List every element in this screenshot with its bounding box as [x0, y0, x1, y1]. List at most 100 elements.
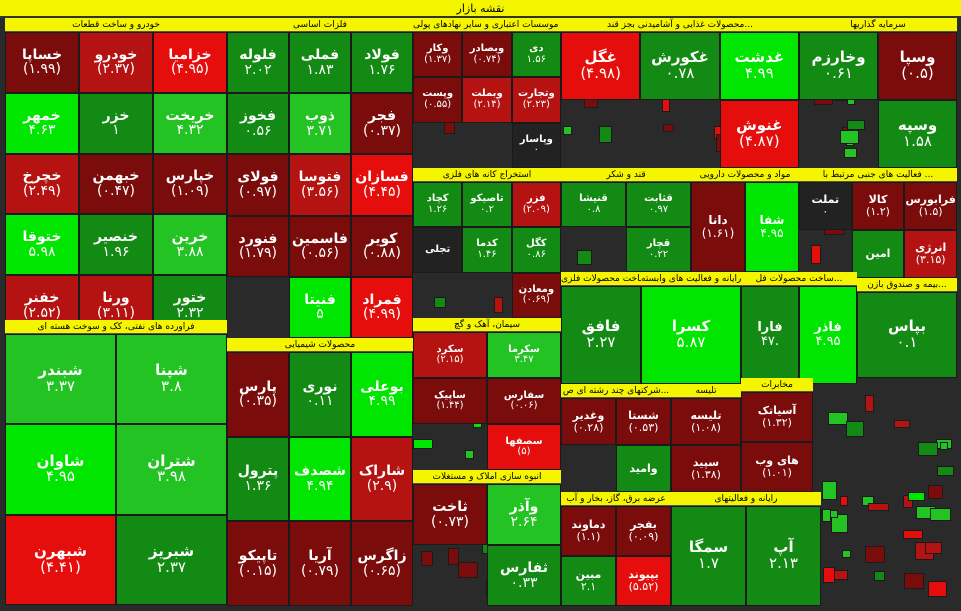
- stock-tile[interactable]: خمهر ۴.۶۳: [5, 92, 79, 154]
- sector-header[interactable]: قند و شکر: [561, 168, 691, 182]
- minor-tile[interactable]: [928, 581, 947, 597]
- minor-tile[interactable]: [831, 514, 848, 533]
- stock-tile[interactable]: مبین ۲.۱: [561, 556, 616, 606]
- stock-tile[interactable]: شستا (۰.۵۳): [616, 398, 671, 445]
- minor-tile[interactable]: [865, 546, 885, 563]
- stock-tile[interactable]: آپ ۲.۱۳: [746, 506, 821, 606]
- stock-tile[interactable]: سکرد (۲.۱۵): [413, 332, 487, 378]
- stock-tile[interactable]: وبصادر (۰.۷۴): [462, 32, 512, 78]
- stock-tile[interactable]: شبهرن (۴.۴۱): [5, 514, 116, 605]
- minor-tile[interactable]: [840, 496, 848, 506]
- minor-tile[interactable]: [421, 551, 433, 566]
- minor-tile[interactable]: [894, 420, 910, 428]
- sector-header[interactable]: مواد و محصولات دارویی: [691, 168, 799, 182]
- stock-tile[interactable]: خریخت ۴.۳۲: [153, 92, 227, 154]
- stock-tile[interactable]: وپاسار ۰: [511, 122, 561, 168]
- stock-tile[interactable]: خساپا (۱.۹۹): [5, 32, 79, 93]
- stock-tile[interactable]: آسیاتک (۱.۳۲): [741, 392, 813, 442]
- minor-tile[interactable]: [828, 412, 848, 425]
- stock-tile[interactable]: وخارزم ۰.۶۱: [799, 32, 878, 100]
- stock-tile[interactable]: کسرا ۵.۸۷: [641, 286, 741, 384]
- stock-tile[interactable]: سکرما ۳.۴۷: [487, 332, 561, 378]
- minor-tile[interactable]: [577, 250, 592, 265]
- minor-tile[interactable]: [822, 509, 831, 522]
- stock-tile[interactable]: شصدف ۴.۹۴: [289, 436, 351, 522]
- stock-tile[interactable]: کالا (۱.۲): [851, 182, 905, 230]
- stock-tile[interactable]: انرژی (۳.۱۵): [904, 230, 957, 278]
- sector-header[interactable]: فعالیت های جنبی مرتبط با ...: [799, 168, 957, 182]
- stock-tile[interactable]: وپست (۰.۵۵): [413, 77, 463, 123]
- stock-tile[interactable]: کویر (۰.۸۸): [351, 215, 413, 277]
- sector-header[interactable]: بانک ها، موسسات اعتباری و سایر نهادهای پ…: [413, 18, 561, 32]
- sector-header[interactable]: تلیسه: [671, 384, 741, 398]
- stock-tile[interactable]: خودرو (۲.۳۷): [79, 32, 153, 93]
- stock-tile[interactable]: بوعلی ۴.۹۹: [351, 352, 413, 437]
- sector-header[interactable]: بیمه و صندوق بازن...: [857, 278, 957, 292]
- stock-tile[interactable]: آریا (۰.۷۹): [289, 521, 351, 606]
- stock-tile[interactable]: فارا ۴۷.: [741, 286, 799, 384]
- stock-tile[interactable]: شاراک (۲.۹): [351, 436, 413, 522]
- stock-tile[interactable]: خچرخ (۲.۴۹): [5, 153, 79, 215]
- stock-tile[interactable]: فافق ۲.۲۷: [561, 286, 641, 384]
- minor-tile[interactable]: [940, 442, 948, 450]
- sector-header[interactable]: ساخت محصولات فل...: [741, 272, 857, 286]
- stock-tile[interactable]: غگل (۴.۹۸): [561, 32, 641, 100]
- stock-tile[interactable]: نوری ۰.۱۱: [289, 352, 351, 437]
- sector-header[interactable]: رایانه و فعالیتهای: [671, 492, 821, 506]
- stock-tile[interactable]: تاصیکو ۰.۲: [462, 182, 512, 228]
- stock-tile[interactable]: دانا (۱.۶۱): [691, 182, 745, 272]
- stock-tile[interactable]: سپید (۱.۳۸): [671, 445, 741, 492]
- sector-header[interactable]: مخابرات: [741, 378, 813, 392]
- sector-header[interactable]: استخراج کانه های فلزی: [413, 168, 561, 182]
- minor-tile[interactable]: [823, 567, 835, 583]
- minor-tile[interactable]: [599, 126, 612, 143]
- stock-tile[interactable]: غکورش ۰.۷۸: [640, 32, 720, 100]
- stock-tile[interactable]: بپاس ۰.۱: [857, 292, 957, 378]
- stock-tile[interactable]: ساپیک (۱.۴۴): [413, 378, 487, 424]
- stock-tile[interactable]: وتجارت (۲.۲۳): [511, 77, 561, 123]
- stock-tile[interactable]: خزامیا (۴.۹۵): [153, 32, 227, 93]
- stock-tile[interactable]: شفا ۴.۹۵: [745, 182, 799, 272]
- minor-tile[interactable]: [458, 562, 478, 578]
- sector-header[interactable]: فلزات اساسی: [227, 18, 413, 32]
- sector-header[interactable]: سرمایه گذاریها: [799, 18, 957, 32]
- stock-tile[interactable]: قنیشا ۰.۸: [561, 182, 626, 227]
- stock-tile[interactable]: فسازان (۴.۴۵): [351, 154, 413, 216]
- stock-tile[interactable]: غدشت ۴.۹۹: [719, 32, 799, 100]
- stock-tile[interactable]: شبندر ۳.۳۷: [5, 334, 116, 425]
- stock-tile[interactable]: فمراد (۴.۹۹): [351, 276, 413, 338]
- stock-tile[interactable]: فرابورس (۱.۵): [904, 182, 957, 230]
- stock-tile[interactable]: امین: [851, 230, 905, 278]
- minor-tile[interactable]: [847, 120, 865, 130]
- stock-tile[interactable]: خنصیر ۱.۹۶: [79, 214, 153, 276]
- stock-tile[interactable]: شبریز ۲.۳۷: [116, 514, 227, 605]
- stock-tile[interactable]: کدما ۱.۴۶: [462, 227, 512, 273]
- stock-tile[interactable]: شپنا ۳.۸: [116, 334, 227, 425]
- minor-tile[interactable]: [563, 126, 572, 135]
- sector-header[interactable]: ساخت محصولات فلزی: [561, 272, 641, 286]
- minor-tile[interactable]: [434, 297, 446, 308]
- stock-tile[interactable]: فولاد ۱.۷۶: [351, 32, 413, 94]
- sector-header[interactable]: عرضه برق، گاز، بخار و آب: [561, 492, 671, 506]
- minor-tile[interactable]: [918, 442, 938, 456]
- stock-tile[interactable]: تاپیکو (۰.۱۵): [227, 521, 289, 606]
- stock-tile[interactable]: تجلی: [413, 227, 463, 273]
- stock-tile[interactable]: فزر (۲.۰۹): [511, 182, 561, 228]
- stock-tile[interactable]: فاسمین (۰.۵۶): [289, 215, 351, 277]
- minor-tile[interactable]: [448, 548, 459, 565]
- stock-tile[interactable]: شاوان ۴.۹۵: [5, 424, 116, 515]
- stock-tile[interactable]: بفجر (۰.۰۹): [616, 506, 671, 556]
- sector-header[interactable]: محصولات غذایی و آشامیدنی بجز قند...: [561, 18, 799, 32]
- minor-tile[interactable]: [925, 542, 942, 554]
- stock-tile[interactable]: فتوسا (۳.۵۶): [289, 154, 351, 216]
- stock-tile[interactable]: پترول ۱.۳۶: [227, 436, 289, 522]
- sector-header[interactable]: خودرو و ساخت قطعات: [5, 18, 227, 32]
- minor-tile[interactable]: [937, 466, 954, 476]
- minor-tile[interactable]: [928, 485, 943, 499]
- minor-tile[interactable]: [930, 508, 951, 521]
- sector-header[interactable]: فراورده های نفتی، کک و سوخت هسته ای: [5, 320, 227, 334]
- stock-tile[interactable]: فولای (۰.۹۷): [227, 154, 289, 216]
- stock-tile[interactable]: خزر ۱: [79, 92, 153, 154]
- stock-tile[interactable]: زاگرس (۰.۶۵): [351, 521, 413, 606]
- sector-header[interactable]: رایانه و فعالیت های وابسته: [641, 272, 741, 286]
